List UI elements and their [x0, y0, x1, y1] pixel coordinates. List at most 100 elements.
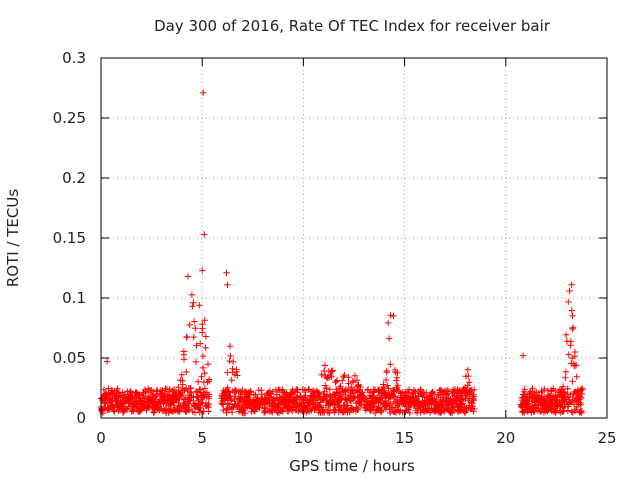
data-point — [466, 379, 473, 386]
data-point — [228, 377, 235, 384]
data-point — [385, 319, 392, 327]
x-tick-label: 10 — [294, 429, 313, 447]
data-point — [390, 312, 397, 320]
data-point — [387, 361, 394, 368]
y-tick-label: 0.25 — [53, 109, 86, 127]
data-point — [183, 368, 190, 376]
data-point — [565, 298, 572, 306]
data-point — [529, 385, 536, 392]
data-point — [565, 403, 572, 410]
data-point — [328, 396, 336, 403]
data-point — [339, 377, 346, 384]
data-point — [228, 396, 235, 404]
data-point — [192, 358, 200, 366]
data-point — [293, 386, 300, 393]
data-point — [345, 374, 352, 381]
y-tick-label: 0.2 — [62, 169, 86, 187]
data-point — [230, 358, 237, 365]
data-point — [393, 377, 400, 384]
data-point — [201, 385, 209, 392]
data-point — [577, 394, 585, 401]
data-point — [201, 231, 208, 238]
data-point — [381, 387, 388, 394]
y-axis-label: ROTI / TECUs — [4, 189, 22, 287]
data-point — [465, 372, 472, 380]
data-point — [190, 333, 197, 341]
data-point — [183, 333, 191, 341]
grid-lines — [101, 58, 607, 418]
data-point — [315, 389, 323, 396]
data-point — [383, 367, 390, 375]
data-point — [328, 367, 335, 375]
data-point — [323, 391, 331, 398]
data-point — [223, 409, 230, 416]
data-point — [464, 366, 471, 373]
data-point — [153, 388, 160, 395]
data-point — [578, 386, 585, 394]
data-point — [394, 382, 401, 389]
data-point — [569, 312, 576, 320]
data-point — [354, 406, 362, 413]
data-point — [461, 409, 469, 416]
data-point — [579, 385, 586, 393]
data-point — [382, 376, 390, 384]
data-point — [406, 409, 413, 417]
y-tick-label: 0 — [76, 409, 86, 427]
data-point — [569, 324, 577, 331]
data-point — [226, 343, 234, 350]
data-point — [370, 402, 377, 410]
data-point — [387, 312, 394, 319]
data-point — [357, 383, 364, 391]
data-point — [458, 401, 465, 408]
data-point — [224, 281, 231, 288]
data-point — [206, 391, 213, 398]
data-point — [227, 352, 234, 360]
data-point — [464, 382, 472, 389]
data-point — [562, 368, 570, 375]
data-point — [196, 302, 203, 309]
data-point — [537, 408, 545, 415]
data-point — [470, 405, 478, 413]
x-tick-label: 5 — [197, 429, 207, 447]
x-tick-label: 20 — [496, 429, 515, 447]
data-point — [405, 386, 413, 393]
data-point — [411, 387, 418, 395]
data-point — [189, 303, 196, 310]
data-point — [187, 397, 194, 405]
data-point — [380, 381, 387, 388]
data-point — [425, 405, 432, 412]
data-point — [559, 388, 566, 395]
data-point — [569, 378, 576, 385]
data-point — [568, 408, 575, 415]
data-point — [201, 317, 208, 324]
data-point — [469, 400, 476, 407]
data-point — [178, 371, 185, 378]
data-point — [200, 89, 207, 96]
data-point — [202, 344, 209, 351]
data-point — [228, 409, 236, 416]
data-point — [467, 387, 475, 394]
data-point — [305, 386, 313, 393]
data-point — [193, 342, 200, 349]
data-point — [199, 364, 207, 372]
data-point — [527, 388, 534, 395]
data-point — [385, 385, 392, 392]
y-tick-label: 0.1 — [62, 289, 86, 307]
data-point — [114, 385, 121, 392]
data-point — [565, 351, 572, 358]
data-point — [326, 409, 333, 417]
y-tick-label: 0.05 — [53, 349, 86, 367]
data-point — [237, 394, 244, 401]
data-point — [344, 402, 351, 409]
data-point — [562, 331, 570, 338]
data-point — [378, 407, 385, 414]
data-point — [377, 407, 384, 415]
data-point — [220, 401, 227, 408]
data-point — [226, 357, 233, 365]
data-point — [569, 325, 576, 333]
data-point — [349, 379, 357, 386]
data-point — [541, 385, 548, 393]
data-point — [150, 409, 157, 416]
data-point — [180, 348, 188, 355]
y-tick-label: 0.3 — [62, 49, 86, 67]
